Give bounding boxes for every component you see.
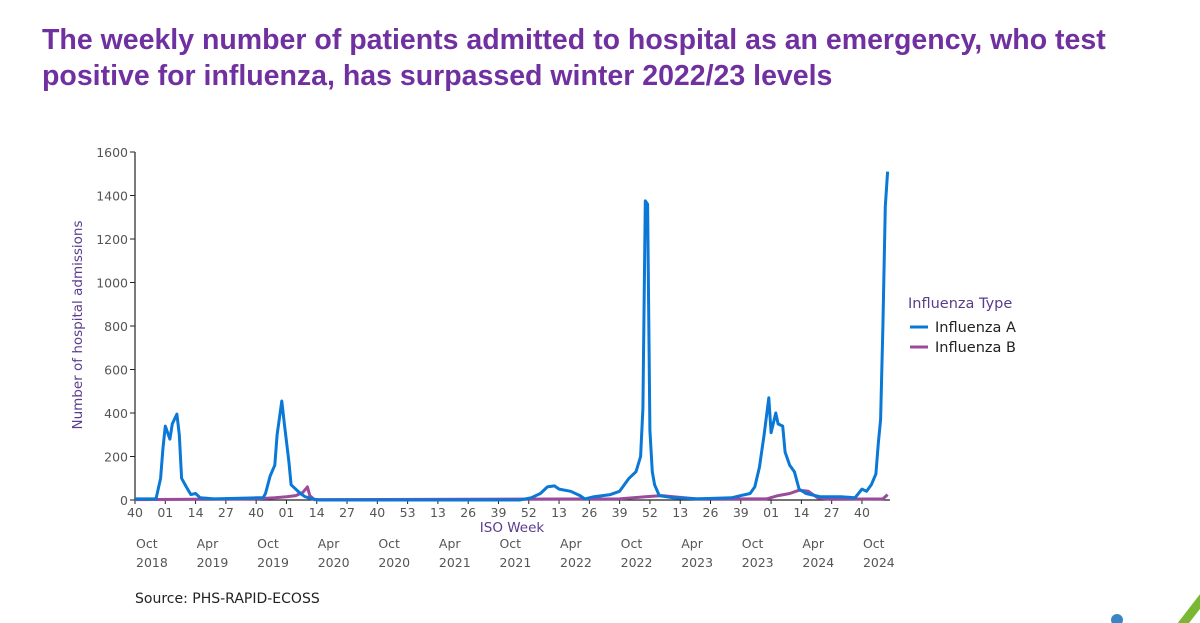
x-tick-label: 14 <box>793 505 809 520</box>
x-date-year: 2020 <box>378 555 410 570</box>
y-tick-label: 600 <box>104 363 128 378</box>
x-date-year: 2019 <box>197 555 229 570</box>
y-tick-label: 1000 <box>96 276 128 291</box>
x-date-year: 2021 <box>499 555 531 570</box>
x-date-month: Oct <box>136 536 158 551</box>
x-date-month: Apr <box>318 536 340 551</box>
x-date-year: 2022 <box>560 555 592 570</box>
legend-label: Influenza A <box>935 320 1016 336</box>
x-tick-label: 14 <box>309 505 325 520</box>
series-line-influenza-a <box>135 171 890 502</box>
x-tick-label: 52 <box>642 505 658 520</box>
logo-stroke <box>1177 594 1200 623</box>
x-tick-label: 39 <box>491 505 507 520</box>
x-tick-label: 27 <box>218 505 234 520</box>
x-tick-label: 53 <box>400 505 416 520</box>
x-tick-label: 01 <box>157 505 173 520</box>
x-date-year: 2020 <box>318 555 350 570</box>
x-date-year: 2023 <box>742 555 774 570</box>
x-date-month: Apr <box>197 536 219 551</box>
x-tick-label: 40 <box>248 505 264 520</box>
y-tick-label: 1600 <box>96 145 128 160</box>
x-date-month: Oct <box>621 536 643 551</box>
x-tick-label: 13 <box>672 505 688 520</box>
y-axis-title: Number of hospital admissions <box>70 220 86 429</box>
y-tick-label: 400 <box>104 406 128 421</box>
logo <box>1111 594 1200 623</box>
x-date-month: Apr <box>681 536 703 551</box>
x-date-month: Oct <box>378 536 400 551</box>
x-date-year: 2021 <box>439 555 471 570</box>
x-tick-label: 26 <box>460 505 476 520</box>
y-tick-label: 1200 <box>96 232 128 247</box>
x-tick-label: 39 <box>612 505 628 520</box>
x-tick-label: 52 <box>521 505 537 520</box>
x-tick-label: 01 <box>278 505 294 520</box>
y-tick-label: 1400 <box>96 189 128 204</box>
y-tick-label: 800 <box>104 319 128 334</box>
x-tick-label: 13 <box>430 505 446 520</box>
x-tick-label: 40 <box>369 505 385 520</box>
page-title: The weekly number of patients admitted t… <box>42 24 1106 92</box>
x-tick-label: 27 <box>824 505 840 520</box>
x-tick-label: 14 <box>188 505 204 520</box>
x-date-year: 2024 <box>863 555 895 570</box>
y-tick-label: 0 <box>120 493 128 508</box>
x-tick-label: 01 <box>763 505 779 520</box>
x-tick-label: 13 <box>551 505 567 520</box>
x-date-month: Oct <box>257 536 279 551</box>
x-date-month: Oct <box>499 536 521 551</box>
x-tick-label: 40 <box>854 505 870 520</box>
x-date-year: 2024 <box>802 555 834 570</box>
x-date-month: Apr <box>802 536 824 551</box>
x-date-month: Apr <box>439 536 461 551</box>
x-tick-label: 26 <box>581 505 597 520</box>
x-date-year: 2022 <box>621 555 653 570</box>
x-tick-label: 40 <box>127 505 143 520</box>
x-tick-label: 27 <box>339 505 355 520</box>
x-date-year: 2023 <box>681 555 713 570</box>
source-note: Source: PHS-RAPID-ECOSS <box>135 591 320 607</box>
x-date-year: 2018 <box>136 555 168 570</box>
x-date-month: Oct <box>742 536 764 551</box>
y-tick-label: 200 <box>104 450 128 465</box>
x-date-month: Oct <box>863 536 885 551</box>
legend-title: Influenza Type <box>908 296 1012 312</box>
legend-label: Influenza B <box>935 340 1016 356</box>
x-date-year: 2019 <box>257 555 289 570</box>
logo-dot <box>1111 614 1123 623</box>
x-tick-label: 39 <box>733 505 749 520</box>
x-tick-label: 26 <box>703 505 719 520</box>
x-axis-title: ISO Week <box>480 520 545 536</box>
x-date-month: Apr <box>560 536 582 551</box>
